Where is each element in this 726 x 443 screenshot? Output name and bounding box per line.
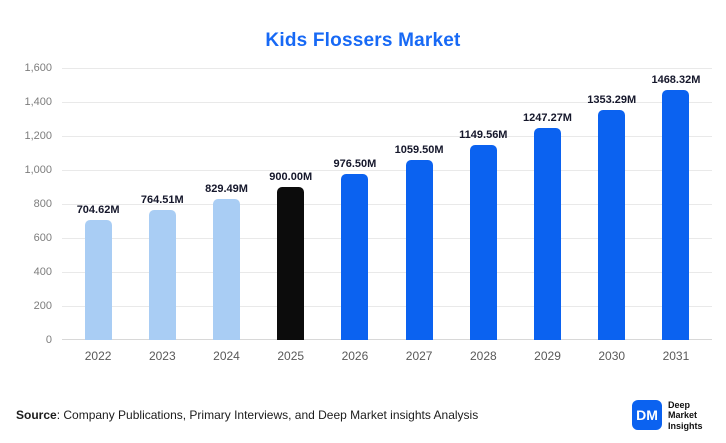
y-tick-label: 1,200 bbox=[24, 130, 52, 142]
bar bbox=[213, 199, 240, 340]
bar-column: 1353.29M bbox=[580, 68, 644, 340]
chart-title: Kids Flossers Market bbox=[265, 30, 461, 51]
bar bbox=[598, 109, 626, 340]
bar-column: 1149.56M bbox=[451, 68, 515, 340]
bar bbox=[148, 210, 176, 340]
footer: Source: Company Publications, Primary In… bbox=[16, 400, 714, 431]
brand-logo: DM Deep Market Insights bbox=[632, 400, 714, 431]
bar bbox=[469, 144, 497, 340]
gridline bbox=[62, 170, 712, 171]
y-axis: 1,600 1,400 1,200 1,000 800 600 400 200 0 bbox=[12, 62, 62, 346]
y-tick-label: 1,000 bbox=[24, 164, 52, 176]
gridline bbox=[62, 102, 712, 103]
bar-chart: 1,600 1,400 1,200 1,000 800 600 400 200 0 704.62… bbox=[12, 62, 712, 363]
gridline bbox=[62, 204, 712, 205]
bar-column: 829.49M bbox=[194, 68, 258, 340]
bar-column: 1468.32M bbox=[644, 68, 708, 340]
bar-value-label: 900.00M bbox=[269, 171, 313, 183]
x-tick-label: 2022 bbox=[84, 349, 112, 363]
x-tick-label: 2024 bbox=[213, 349, 240, 363]
x-tick-label: 2030 bbox=[598, 349, 626, 363]
x-tick-label: 2026 bbox=[341, 349, 369, 363]
x-axis: 2022 2023 2024 2025 2026 2027 2028 2029 2030 2031 bbox=[62, 340, 712, 363]
bar-column: 764.51M bbox=[130, 68, 194, 340]
bar-value-label: 1353.29M bbox=[587, 93, 637, 106]
bar bbox=[277, 187, 305, 340]
y-tick-label: 800 bbox=[33, 198, 52, 210]
bar-column: 900.00M bbox=[259, 68, 323, 340]
source-label: Source bbox=[16, 408, 57, 423]
source-text: : Company Publications, Primary Intervie… bbox=[56, 408, 479, 423]
bar-value-label: 1059.50M bbox=[394, 143, 444, 156]
bar-column: 1059.50M bbox=[387, 68, 451, 340]
brand-name: Deep Market Insights bbox=[668, 399, 703, 431]
bar-value-label: 1468.32M bbox=[651, 74, 701, 87]
bar-column: 704.62M bbox=[66, 68, 130, 340]
bar bbox=[534, 127, 562, 340]
bar-column: 1247.27M bbox=[515, 68, 579, 340]
plot-area: 704.62M 764.51M 829.49M 900.00M 976.50M 1059.… bbox=[62, 68, 712, 340]
gridline bbox=[62, 272, 712, 273]
bar-value-label: 704.62M bbox=[76, 204, 120, 217]
x-tick-label: 2029 bbox=[534, 349, 561, 363]
y-tick-label: 0 bbox=[45, 334, 52, 346]
bar-value-label: 976.50M bbox=[333, 158, 377, 170]
bar-series: 704.62M 764.51M 829.49M 900.00M 976.50M 1059.… bbox=[62, 68, 712, 340]
bar bbox=[662, 90, 690, 340]
bar bbox=[341, 174, 369, 340]
bar-column: 976.50M bbox=[323, 68, 387, 340]
bar-value-label: 1149.56M bbox=[459, 128, 508, 141]
x-tick-label: 2027 bbox=[405, 349, 433, 363]
gridline bbox=[62, 339, 712, 340]
gridline bbox=[62, 306, 712, 307]
source-note: Source: Company Publications, Primary In… bbox=[16, 408, 478, 422]
y-tick-label: 200 bbox=[33, 300, 52, 312]
x-tick-label: 2028 bbox=[469, 349, 497, 363]
x-tick-label: 2023 bbox=[148, 349, 176, 363]
x-tick-label: 2025 bbox=[277, 349, 305, 363]
gridline bbox=[62, 136, 712, 137]
gridline bbox=[62, 68, 712, 69]
y-tick-label: 1,600 bbox=[24, 62, 52, 74]
bar-value-label: 1247.27M bbox=[523, 111, 572, 124]
y-tick-label: 1,400 bbox=[24, 96, 52, 108]
y-tick-label: 400 bbox=[33, 266, 52, 278]
x-tick-label: 2031 bbox=[662, 349, 690, 363]
bar-value-label: 829.49M bbox=[205, 183, 248, 195]
dm-logo-icon: DM bbox=[632, 400, 662, 431]
bar-value-label: 764.51M bbox=[140, 194, 184, 207]
bar bbox=[405, 159, 433, 340]
y-tick-label: 600 bbox=[33, 232, 52, 244]
bar bbox=[84, 220, 112, 340]
gridline bbox=[62, 238, 712, 239]
